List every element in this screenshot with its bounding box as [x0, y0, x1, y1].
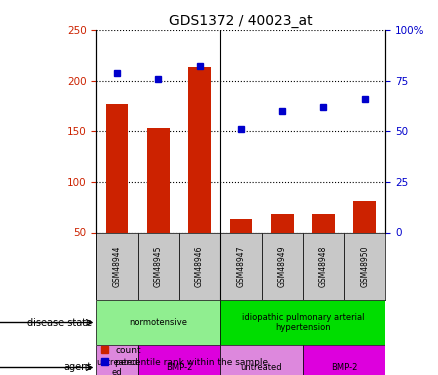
Bar: [303, 232, 344, 300]
Bar: [96, 300, 220, 345]
Bar: [271, 214, 293, 283]
Bar: [303, 345, 385, 375]
Bar: [353, 201, 376, 283]
Bar: [96, 232, 138, 300]
Bar: [179, 232, 220, 300]
Bar: [230, 219, 252, 283]
Bar: [312, 214, 335, 283]
Text: GSM48950: GSM48950: [360, 246, 369, 287]
Text: normotensive: normotensive: [129, 318, 187, 327]
Text: idiopathic pulmonary arterial
hypertension: idiopathic pulmonary arterial hypertensi…: [242, 313, 364, 332]
Bar: [106, 104, 128, 283]
Bar: [344, 232, 385, 300]
Bar: [96, 345, 138, 375]
Text: GSM48944: GSM48944: [113, 246, 121, 287]
Text: BMP-2: BMP-2: [331, 363, 357, 372]
Text: GSM48947: GSM48947: [237, 246, 245, 287]
Text: GSM48946: GSM48946: [195, 246, 204, 287]
Text: agent: agent: [64, 363, 92, 372]
Bar: [220, 232, 261, 300]
Title: GDS1372 / 40023_at: GDS1372 / 40023_at: [169, 13, 313, 28]
Bar: [220, 300, 385, 345]
Text: untreated: untreated: [241, 363, 283, 372]
Bar: [188, 68, 211, 283]
Text: disease state: disease state: [27, 318, 92, 327]
Text: GSM48949: GSM48949: [278, 246, 287, 287]
Text: GSM48945: GSM48945: [154, 246, 163, 287]
Text: GSM48948: GSM48948: [319, 246, 328, 287]
Text: untreated
ed: untreated ed: [96, 358, 138, 375]
Bar: [261, 232, 303, 300]
Bar: [138, 345, 220, 375]
Bar: [138, 232, 179, 300]
Bar: [220, 345, 303, 375]
Bar: [147, 128, 170, 283]
Text: BMP-2: BMP-2: [166, 363, 192, 372]
Legend: count, percentile rank within the sample: count, percentile rank within the sample: [101, 346, 268, 367]
